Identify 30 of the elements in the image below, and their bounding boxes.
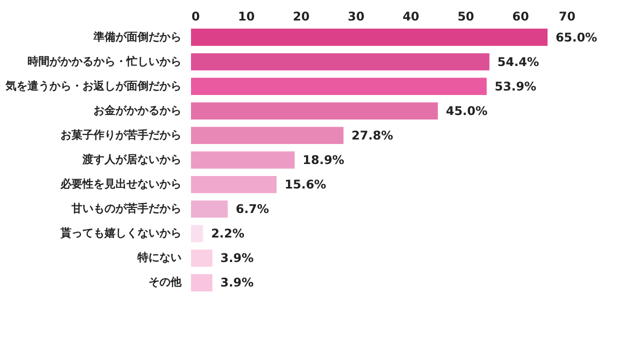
- y-tick-label: 気を遣うから・お返しが面倒だから: [4, 79, 182, 92]
- x-tick-label: 70: [558, 10, 576, 24]
- x-tick-label: 50: [457, 10, 474, 24]
- data-label: 3.9%: [220, 251, 254, 266]
- x-tick-label: 20: [292, 10, 310, 24]
- data-label: 27.8%: [352, 128, 394, 142]
- x-tick-label: 0: [192, 10, 200, 24]
- x-tick-label: 10: [238, 10, 255, 24]
- y-tick-label: お金がかかるから: [94, 104, 182, 117]
- y-tick-label: お菓子作りが苦手だから: [60, 128, 182, 142]
- y-tick-label: 特にない: [136, 251, 182, 264]
- x-tick-label: 30: [348, 10, 364, 24]
- y-tick-label: 時間がかかるから・忙しいから: [28, 54, 182, 68]
- data-label: 53.9%: [494, 79, 536, 94]
- y-tick-label: 準備が面倒だから: [92, 30, 182, 44]
- x-tick-label: 40: [402, 10, 420, 24]
- data-label: 45.0%: [446, 104, 488, 118]
- y-tick-label: その他: [148, 276, 182, 289]
- data-label: 54.4%: [497, 54, 540, 69]
- data-label: 65.0%: [556, 30, 598, 44]
- data-label: 18.9%: [302, 153, 344, 167]
- y-tick-label: 甘いものが苦手だから: [70, 202, 182, 216]
- x-tick-label: 60: [512, 10, 529, 24]
- data-label: 2.2%: [211, 226, 244, 241]
- data-label: 6.7%: [236, 202, 270, 216]
- data-label: 3.9%: [220, 276, 254, 290]
- y-tick-label: 渡す人が居ないから: [82, 153, 182, 166]
- y-tick-label: 貰っても嬉しくないから: [60, 226, 182, 240]
- data-label: 15.6%: [284, 178, 326, 192]
- y-tick-label: 必要性を見出せないから: [60, 178, 182, 191]
